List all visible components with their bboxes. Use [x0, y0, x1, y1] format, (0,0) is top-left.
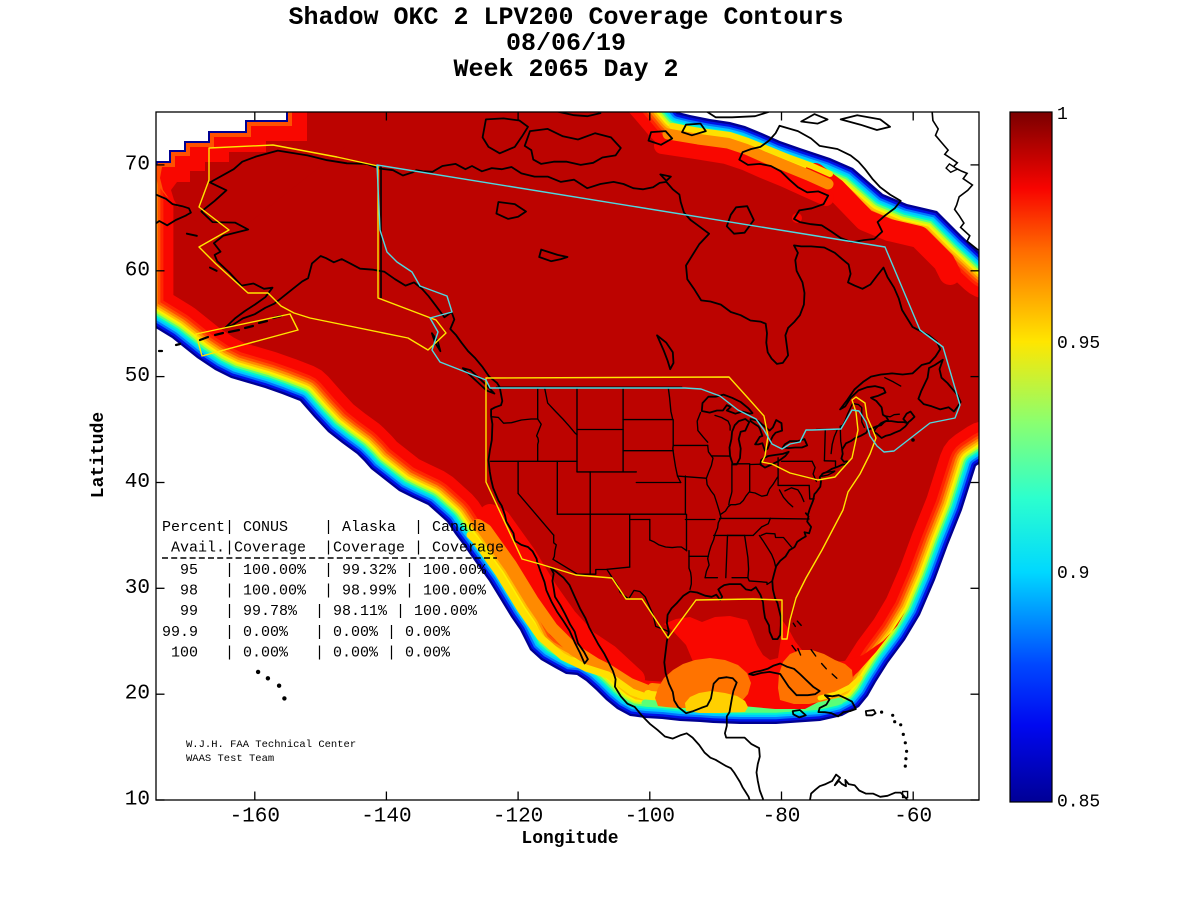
- svg-text:20: 20: [125, 683, 150, 706]
- svg-text:98 | 100.00% | 98.99% | 100: 98 | 100.00% | 98.99% | 100.00%: [162, 583, 487, 600]
- svg-text:Week 2065 Day 2: Week 2065 Day 2: [453, 55, 678, 84]
- svg-text:-120: -120: [493, 806, 543, 829]
- svg-text:50: 50: [125, 365, 150, 388]
- svg-text:30: 30: [125, 577, 150, 600]
- svg-text:99 | 99.78% | 98.11% | 100.: 99 | 99.78% | 98.11% | 100.00%: [162, 603, 478, 620]
- svg-text:-160: -160: [230, 806, 280, 829]
- svg-text:Shadow OKC 2 LPV200 Coverage C: Shadow OKC 2 LPV200 Coverage Contours: [288, 3, 843, 32]
- svg-text:-100: -100: [625, 806, 675, 829]
- svg-text:Latitude: Latitude: [89, 412, 109, 498]
- svg-text:70: 70: [125, 153, 150, 176]
- svg-text:0.95: 0.95: [1057, 334, 1100, 354]
- svg-text:08/06/19: 08/06/19: [506, 29, 626, 58]
- svg-text:-140: -140: [361, 806, 411, 829]
- svg-text:-80: -80: [763, 806, 801, 829]
- svg-text:W.J.H. FAA Technical Center: W.J.H. FAA Technical Center: [186, 739, 356, 751]
- svg-text:60: 60: [125, 259, 150, 282]
- svg-text:100 | 0.00% | 0.00% | 0.00: 100 | 0.00% | 0.00% | 0.00%: [162, 644, 451, 661]
- svg-text:0.85: 0.85: [1057, 793, 1100, 813]
- svg-text:0.9: 0.9: [1057, 564, 1089, 584]
- svg-text:1: 1: [1057, 105, 1068, 125]
- svg-text:Longitude: Longitude: [521, 829, 618, 849]
- svg-text:95 | 100.00% | 99.32% | 100: 95 | 100.00% | 99.32% | 100.00%: [162, 562, 487, 579]
- svg-text:WAAS Test Team: WAAS Test Team: [186, 753, 274, 765]
- svg-text:99.9 | 0.00% | 0.00% | 0.0: 99.9 | 0.00% | 0.00% | 0.00%: [162, 624, 451, 641]
- svg-text:Avail.|Coverage |Coverage | C: Avail.|Coverage |Coverage | Coverage: [162, 540, 504, 557]
- svg-text:10: 10: [125, 789, 150, 812]
- svg-text:-60: -60: [894, 806, 932, 829]
- svg-text:Percent| CONUS | Alaska |: Percent| CONUS | Alaska | Canada: [162, 519, 486, 536]
- svg-text:40: 40: [125, 471, 150, 494]
